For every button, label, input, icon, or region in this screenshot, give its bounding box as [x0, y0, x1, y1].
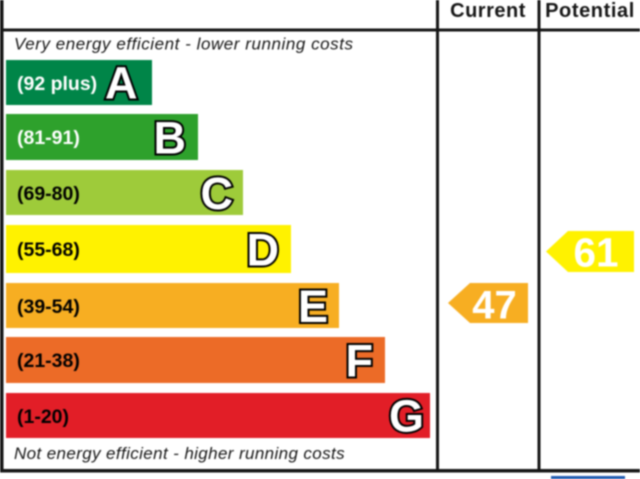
svg-text:(55-68): (55-68)	[17, 239, 80, 261]
svg-text:Potential: Potential	[545, 0, 635, 22]
svg-text:E: E	[298, 281, 328, 332]
svg-text:A: A	[105, 58, 138, 109]
svg-text:F: F	[346, 336, 374, 387]
svg-text:C: C	[201, 168, 234, 219]
svg-text:(1-20): (1-20)	[17, 406, 69, 428]
svg-text:B: B	[154, 113, 187, 164]
svg-text:G: G	[389, 391, 424, 442]
svg-text:D: D	[247, 225, 280, 276]
svg-text:(39-54): (39-54)	[17, 296, 80, 318]
svg-text:Not energy efficient - higher: Not energy efficient - higher running co…	[14, 444, 345, 463]
svg-text:47: 47	[472, 284, 517, 328]
svg-text:(69-80): (69-80)	[17, 183, 80, 205]
svg-text:(21-38): (21-38)	[17, 350, 80, 372]
svg-text:61: 61	[573, 230, 618, 276]
svg-text:Current: Current	[450, 0, 526, 22]
svg-text:(81-91): (81-91)	[17, 127, 80, 149]
svg-text:Very energy efficient - lower: Very energy efficient - lower running co…	[14, 35, 354, 54]
svg-text:(92 plus): (92 plus)	[17, 73, 97, 95]
